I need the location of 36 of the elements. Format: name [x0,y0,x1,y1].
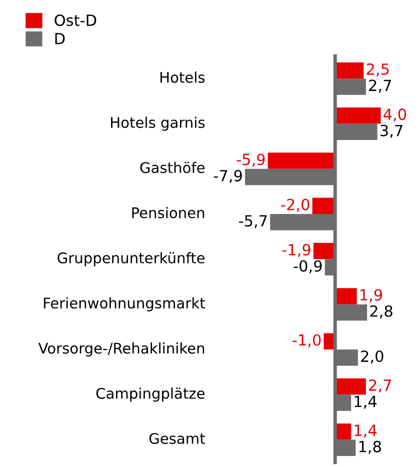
data-label: 2,7 [369,379,391,392]
y-tick-label: Gruppenunterkünfte [58,252,205,266]
data-label: 1,4 [354,396,377,409]
data-label: -1,0 [292,334,321,348]
legend-label: Ost-D [54,14,96,26]
bar [312,198,336,214]
legend-label: D [55,32,65,44]
y-tick-label: Pensionen [132,206,204,218]
data-label: 3,7 [380,124,402,138]
y-tick-label: Hotels garnis [111,116,205,131]
bar [335,108,381,124]
bar [335,378,366,395]
y-tick-label: Ferienwohnungsmarkt [44,297,205,312]
data-label: 2,5 [366,63,389,76]
y-tick-label: Vorsorge-/Rehakliniken [38,342,204,357]
data-label: 1,9 [360,289,382,302]
data-label: -5,9 [236,154,265,167]
y-tick-label: Gasthöfe [140,162,205,174]
data-label: 4,0 [384,108,406,122]
y-tick-label: Gesamt [149,432,205,444]
bar [268,152,336,169]
bar [313,242,336,260]
y-tick-label: Campingplätze [96,388,205,402]
bar [335,62,364,79]
data-label: -5,7 [239,215,267,228]
data-label: -0,9 [294,260,322,274]
data-label: 1,8 [359,440,381,454]
bar [335,288,357,304]
data-label: 2,8 [370,305,392,318]
data-label: -1,9 [282,244,310,258]
data-label: 2,0 [361,350,384,364]
data-label: -7,9 [214,170,242,184]
data-label: 2,7 [369,80,391,93]
data-label: 1,4 [354,424,377,438]
y-tick-label: Hotels [160,72,205,83]
data-label: -2,0 [281,198,310,212]
